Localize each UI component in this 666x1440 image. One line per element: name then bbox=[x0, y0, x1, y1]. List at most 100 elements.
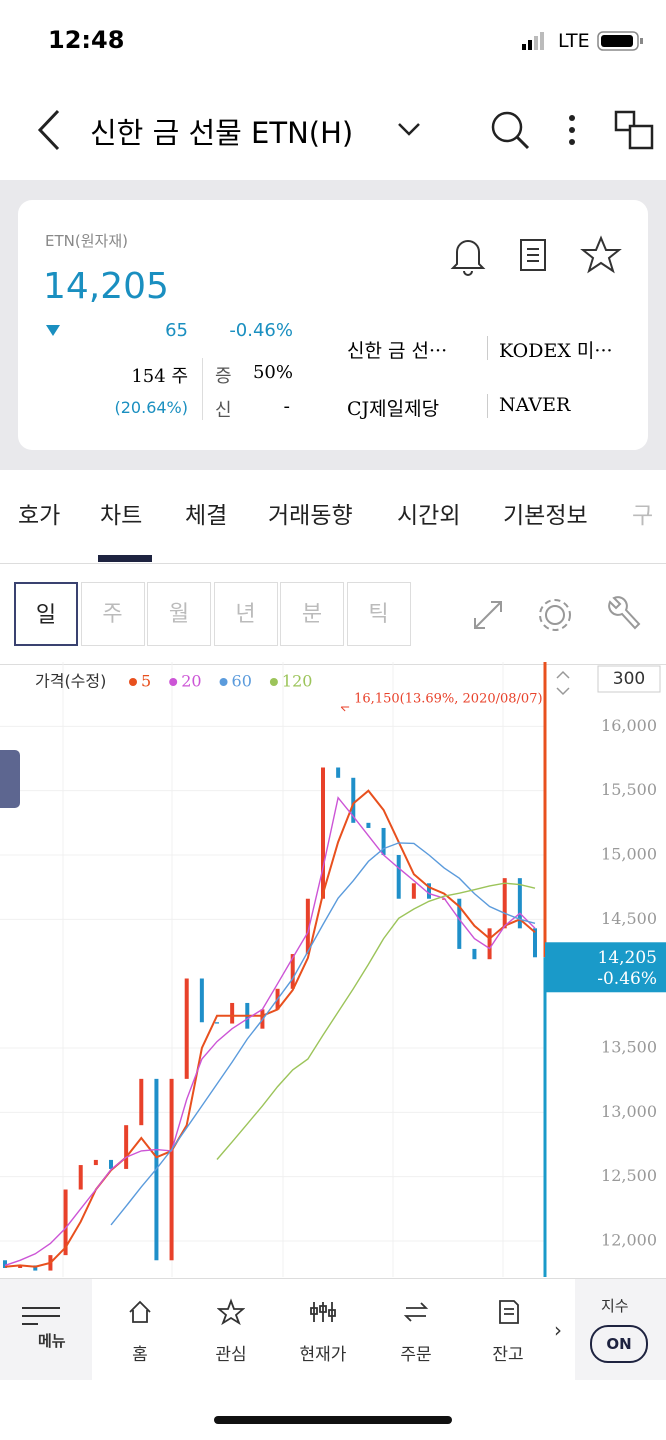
nav-icon[interactable] bbox=[126, 1298, 154, 1326]
tab[interactable]: 시간외 bbox=[397, 503, 461, 529]
window-switch[interactable] bbox=[612, 108, 657, 153]
candle-body bbox=[472, 948, 477, 960]
candle-body bbox=[290, 954, 295, 989]
network: LTE bbox=[558, 30, 590, 52]
price: 14,205 bbox=[43, 266, 169, 307]
change-rate: -0.46% bbox=[229, 320, 293, 341]
chart-tools[interactable] bbox=[465, 590, 655, 640]
price-tag bbox=[545, 942, 666, 993]
tab[interactable]: 구 bbox=[632, 503, 654, 529]
menu-block[interactable] bbox=[0, 1279, 92, 1380]
menu-icon[interactable] bbox=[20, 1305, 62, 1325]
candle-body bbox=[215, 1022, 219, 1024]
y-tick-label: 14,500 bbox=[601, 909, 657, 928]
candle-body bbox=[381, 827, 386, 855]
credit-label: 신 bbox=[215, 400, 232, 421]
candle-body bbox=[63, 1189, 68, 1256]
legend-dot bbox=[219, 678, 228, 686]
candle-body bbox=[502, 878, 507, 929]
tab[interactable]: 기본정보 bbox=[503, 503, 588, 529]
candle-body bbox=[93, 1159, 98, 1166]
search[interactable] bbox=[488, 108, 533, 153]
nav-icon[interactable] bbox=[309, 1298, 337, 1326]
divider bbox=[0, 563, 666, 564]
nav-icon[interactable] bbox=[402, 1298, 430, 1326]
candle-body bbox=[3, 1260, 7, 1268]
menu-label[interactable]: 메뉴 bbox=[38, 1332, 66, 1350]
volume: 154 주 bbox=[131, 366, 188, 387]
peak-annotation: 16,150(13.69%, 2020/08/07) bbox=[354, 692, 542, 707]
icon-path bbox=[217, 1298, 245, 1326]
legend-label: 5 bbox=[141, 672, 151, 691]
more[interactable] bbox=[562, 112, 582, 152]
candle-body bbox=[184, 978, 189, 1079]
side-handle[interactable] bbox=[0, 750, 20, 808]
back-button[interactable] bbox=[30, 105, 70, 155]
tab[interactable]: 차트 bbox=[100, 503, 143, 529]
period-button[interactable]: 년 bbox=[213, 582, 278, 646]
divider bbox=[202, 358, 203, 420]
related-stock[interactable]: KODEX 미··· bbox=[499, 340, 613, 362]
ma-line bbox=[216, 882, 536, 1160]
count[interactable]: 300 bbox=[613, 669, 645, 689]
tab[interactable]: 호가 bbox=[18, 503, 61, 529]
category: ETN(원자재) bbox=[45, 232, 128, 250]
y-tick-label: 12,500 bbox=[601, 1166, 657, 1185]
y-tick-label: 16,000 bbox=[601, 716, 657, 735]
icon-path bbox=[403, 1302, 429, 1322]
candle-body bbox=[18, 1265, 23, 1268]
period-button[interactable]: 월 bbox=[147, 582, 211, 646]
candle-body bbox=[533, 928, 537, 958]
ma-line bbox=[110, 842, 536, 1226]
y-tick-label: 15,000 bbox=[601, 844, 657, 863]
legend-dot bbox=[129, 678, 137, 686]
chart: 가격(수정) 300 12,000 12,500 13,000 13,500 14,50… bbox=[0, 662, 666, 1277]
nav-label[interactable]: 잔고 bbox=[492, 1345, 524, 1365]
ma-line bbox=[4, 796, 536, 1267]
period-button[interactable]: 분 bbox=[280, 582, 344, 646]
change: 65 bbox=[165, 320, 188, 341]
margin: 50% bbox=[252, 362, 293, 383]
card-icons[interactable] bbox=[445, 232, 645, 278]
nav-label[interactable]: 관심 bbox=[215, 1345, 247, 1365]
related-stock[interactable]: NAVER bbox=[499, 394, 571, 416]
bottom-nav bbox=[0, 1278, 666, 1381]
related-stock[interactable]: CJ제일제당 bbox=[347, 398, 440, 420]
index-toggle[interactable]: ON bbox=[590, 1325, 648, 1363]
candle-body bbox=[366, 822, 371, 828]
y-tick-label: 13,500 bbox=[601, 1037, 657, 1056]
nav-icon[interactable] bbox=[494, 1298, 522, 1326]
ma-line bbox=[4, 789, 536, 1268]
divider bbox=[487, 336, 488, 360]
candle-body bbox=[321, 767, 325, 899]
count-box[interactable] bbox=[597, 665, 661, 693]
down-arrow bbox=[46, 325, 60, 336]
tab[interactable]: 체결 bbox=[185, 503, 228, 529]
peak-marker bbox=[340, 706, 350, 712]
candle-body bbox=[396, 854, 401, 899]
candle-body bbox=[230, 1002, 235, 1024]
credit: - bbox=[283, 396, 291, 417]
nav-label[interactable]: 홈 bbox=[132, 1345, 148, 1365]
nav-label[interactable]: 현재가 bbox=[299, 1345, 347, 1365]
legend-label: 20 bbox=[181, 672, 201, 691]
nav-icon[interactable] bbox=[217, 1298, 245, 1326]
home-indicator bbox=[214, 1416, 452, 1424]
period-button[interactable]: 틱 bbox=[346, 582, 411, 646]
info-card bbox=[18, 200, 648, 450]
margin-label: 증 bbox=[215, 366, 232, 387]
period-button[interactable]: 일 bbox=[14, 582, 78, 646]
candle-body bbox=[487, 928, 492, 960]
tab[interactable]: 거래동향 bbox=[268, 503, 353, 529]
icon-path bbox=[499, 1300, 519, 1324]
legend-label: 60 bbox=[232, 672, 252, 691]
icon-path bbox=[129, 1300, 151, 1323]
nav-label[interactable]: 주문 bbox=[400, 1345, 432, 1365]
candle-body bbox=[427, 883, 431, 899]
stock-title[interactable]: 신한 금 선물 ETN(H) bbox=[90, 116, 354, 150]
nav-next[interactable]: › bbox=[554, 1318, 562, 1342]
dropdown[interactable] bbox=[395, 115, 425, 145]
period-button[interactable]: 주 bbox=[80, 582, 145, 646]
related-stock[interactable]: 신한 금 선··· bbox=[347, 340, 448, 362]
